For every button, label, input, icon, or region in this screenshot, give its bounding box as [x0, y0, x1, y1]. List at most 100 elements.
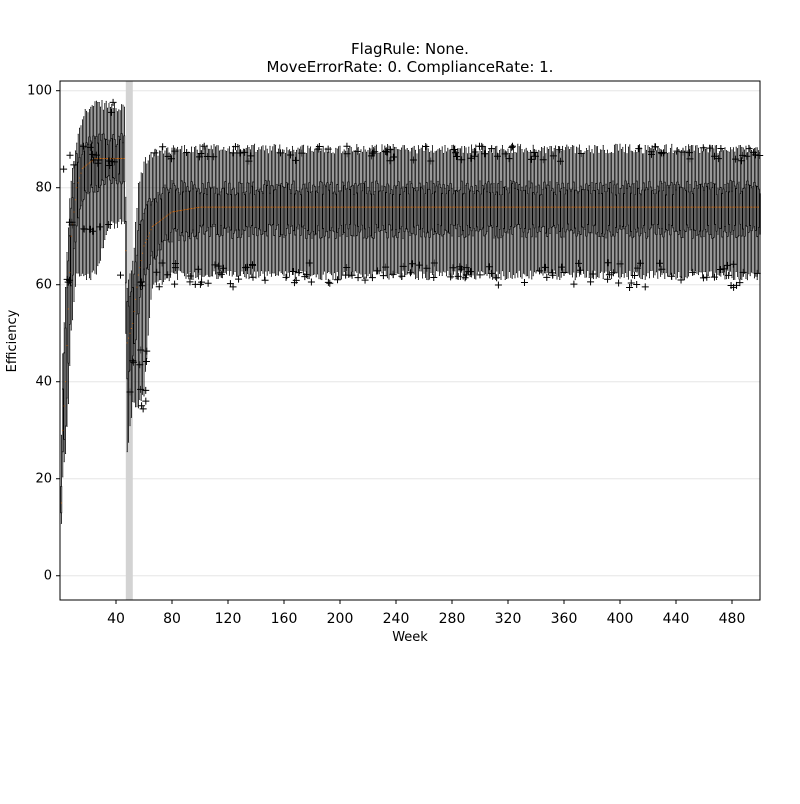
boxplot [230, 151, 232, 272]
outlier-marker [673, 147, 681, 155]
outlier-marker [386, 157, 394, 165]
outlier-marker [92, 151, 100, 159]
boxplot [427, 148, 429, 281]
boxplot [678, 148, 680, 273]
boxplot [242, 148, 245, 275]
box-body [386, 183, 389, 239]
boxplot [696, 145, 698, 274]
boxplot [440, 149, 442, 273]
boxplot [361, 151, 364, 278]
outlier-marker [277, 149, 285, 157]
outlier-marker [353, 147, 361, 155]
box-body [750, 187, 753, 232]
box-body [416, 187, 418, 226]
box-body [312, 184, 315, 232]
outlier-marker [485, 263, 493, 271]
outlier-marker [454, 272, 462, 280]
box-body [290, 193, 292, 227]
boxplot [561, 145, 564, 273]
outlier-marker [716, 265, 724, 273]
boxplot [281, 149, 284, 275]
boxplot [291, 145, 294, 275]
boxplot [328, 151, 330, 273]
box-body [143, 212, 145, 270]
box-body [685, 190, 687, 233]
boxplot [309, 146, 312, 277]
outlier-marker [658, 265, 666, 273]
boxplot [458, 148, 460, 272]
outlier-marker [481, 150, 489, 158]
box-body [626, 188, 628, 234]
box-body [115, 146, 117, 181]
boxplot [351, 151, 354, 272]
boxplot [497, 153, 499, 279]
outlier-marker [558, 263, 566, 271]
boxplot [638, 144, 641, 278]
boxplot [584, 151, 586, 278]
box-body [272, 185, 274, 225]
boxplot [245, 147, 247, 279]
box-body [627, 183, 630, 226]
boxplot [244, 150, 246, 278]
boxplot [274, 144, 277, 277]
boxplot [134, 221, 137, 408]
box-body [505, 189, 508, 233]
outlier-marker [462, 271, 470, 279]
boxplot [721, 148, 723, 274]
boxplot [384, 145, 386, 271]
outlier-marker [453, 153, 461, 161]
boxplot [433, 152, 435, 274]
box-body [101, 134, 103, 181]
boxplot [417, 145, 420, 280]
outlier-marker [211, 261, 219, 269]
boxplot [528, 151, 530, 279]
outlier-marker [570, 280, 578, 288]
box-body [451, 188, 453, 237]
boxplot [211, 149, 214, 277]
boxplot [622, 146, 624, 274]
outlier-marker [89, 150, 97, 158]
box-body [218, 194, 221, 237]
box-body [720, 186, 722, 229]
outlier-marker [210, 153, 218, 161]
boxplot [416, 153, 418, 278]
box-body [459, 189, 462, 228]
boxplot [574, 153, 576, 281]
outlier-marker [107, 108, 115, 116]
box-body [255, 190, 257, 228]
box-body [493, 183, 495, 239]
box-body [225, 193, 228, 229]
boxplot [405, 149, 407, 276]
box-body [678, 184, 680, 235]
boxplot [613, 144, 616, 274]
outlier-marker [343, 150, 351, 158]
boxplot [563, 150, 565, 271]
box-body [234, 194, 236, 232]
boxplot [704, 148, 707, 273]
box-body [473, 193, 476, 229]
outlier-marker [399, 262, 407, 270]
box-body [463, 192, 466, 238]
box-body [288, 189, 291, 234]
box-body [360, 182, 362, 231]
box-body [293, 180, 295, 232]
boxplot [414, 149, 417, 280]
boxplot [171, 147, 173, 273]
box-body [508, 192, 511, 230]
boxplot [144, 157, 147, 372]
boxplot [412, 147, 414, 273]
box-body [540, 194, 543, 228]
box-body [308, 182, 310, 235]
outlier-marker [493, 274, 501, 282]
boxplot [707, 152, 709, 276]
boxplot [151, 157, 154, 289]
outlier-marker [60, 165, 68, 173]
box-body [407, 193, 410, 233]
box-body [258, 191, 260, 229]
box-body [658, 190, 660, 229]
box-body [102, 133, 105, 181]
box-body [637, 187, 639, 229]
boxplot [594, 145, 596, 271]
outlier-marker [241, 264, 249, 272]
boxplot [406, 148, 408, 275]
